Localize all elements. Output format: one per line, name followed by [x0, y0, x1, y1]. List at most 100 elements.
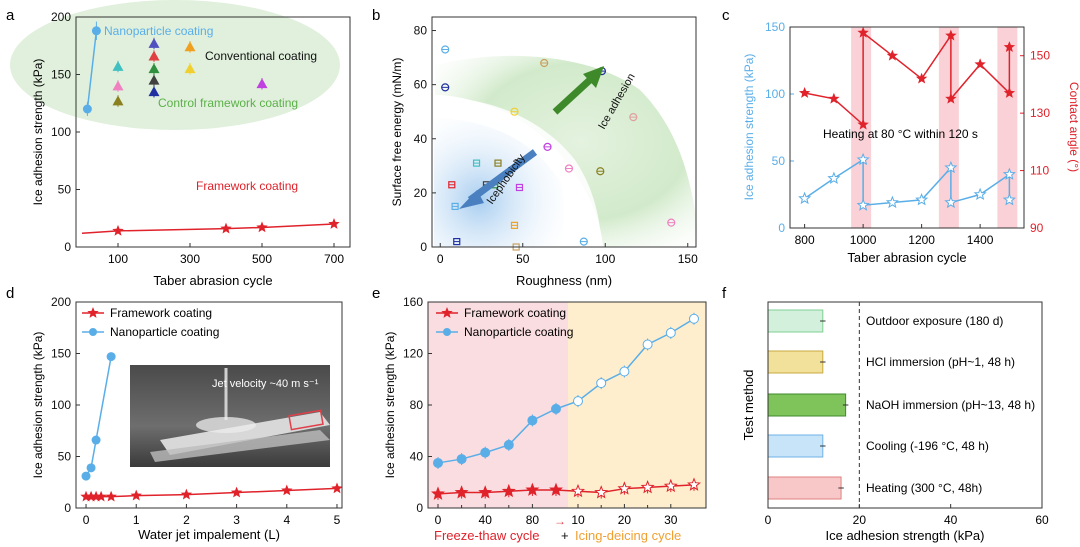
- framework-point: [454, 485, 469, 499]
- bar: [767, 393, 847, 417]
- conventional-coating-point: [256, 78, 268, 89]
- panel-b-xtick-label: 100: [595, 252, 615, 266]
- framework-point: [230, 486, 243, 498]
- framework-point: [85, 490, 97, 502]
- panel-e-ytick-label: 0: [416, 501, 423, 515]
- framework-point: [220, 222, 232, 234]
- framework-point: [331, 482, 343, 494]
- framework-point: [687, 477, 701, 491]
- bar-category-label: HCl immersion (pH~1, 48 h): [866, 355, 1015, 369]
- framework-point: [549, 482, 563, 496]
- framework-point: [281, 484, 293, 496]
- contact-angle-point: [798, 87, 811, 98]
- nanoparticle-point: [551, 403, 561, 414]
- panel-a-ytick-label: 0: [64, 240, 71, 254]
- panel-f-xtick-label: 20: [853, 513, 867, 527]
- framework-point: [130, 489, 142, 501]
- panel-f-xtick-label: 0: [765, 513, 772, 527]
- framework-point: [571, 483, 585, 498]
- ice-adhesion-arrow: [552, 66, 604, 115]
- panel-d-xtick-label: 0: [83, 513, 90, 527]
- framework-point: [663, 478, 678, 493]
- panel-d-legend: Framework coating Nanoparticle coating: [82, 306, 219, 339]
- panel-d-ytick-label: 100: [51, 398, 71, 412]
- panel-e-xtick-label: 80: [526, 513, 540, 527]
- nanoparticle-point: [619, 366, 630, 377]
- panel-a-conventional-label: Conventional coating: [205, 49, 317, 63]
- panel-e-xtick-label: 20: [618, 513, 632, 527]
- bar-category-label: NaOH immersion (pH~13, 48 h): [866, 398, 1035, 412]
- ice-adhesion-point: [944, 160, 958, 174]
- panel-b-xtick-label: 150: [678, 252, 698, 266]
- nanoparticle-point: [596, 378, 607, 389]
- nanoparticle-point: [689, 313, 699, 324]
- panel-e-xlabel-right: Icing-deicing cycle: [575, 528, 681, 543]
- panel-a-nano-label: Nanoparticle coating: [104, 24, 213, 38]
- ice-adhesion-point: [1002, 167, 1016, 180]
- ice-adhesion-point: [798, 191, 812, 205]
- nanoparticle-point: [91, 435, 101, 445]
- contact-angle-point: [886, 49, 899, 61]
- panel-a-control-label: Control framework coating: [158, 96, 298, 110]
- panel-f-xtick-label: 40: [944, 513, 958, 527]
- panel-e-frame: [427, 301, 707, 509]
- panel-e-legend: Framework coating Nanoparticle coating: [436, 306, 573, 339]
- panel-c-ylabel: Ice adhesion strength (kPa): [742, 54, 756, 201]
- panel-a-ytick-label: 100: [51, 125, 71, 139]
- panel-c-ytick-label: 50: [772, 154, 786, 168]
- icephobicity-arrow: [459, 149, 538, 209]
- nanoparticle-point: [665, 327, 676, 338]
- ice-adhesion-point: [856, 198, 870, 211]
- ice-adhesion-point: [827, 171, 841, 185]
- panel-b-ytick-label: 80: [414, 24, 428, 38]
- panel-d-xtick-label: 2: [183, 513, 190, 527]
- jet-velocity-label: Jet velocity ~40 m s⁻¹: [212, 378, 319, 390]
- panel-b-xlabel: Roughness (nm): [516, 273, 612, 288]
- framework-line: [86, 487, 338, 498]
- conventional-coating-point: [112, 95, 124, 106]
- contact-angle-point: [1003, 87, 1016, 98]
- panel-b-ytick-label: 20: [414, 186, 428, 200]
- panel-c-xtick-label: 800: [795, 233, 815, 247]
- panel-d-xlabel: Water jet impalement (L): [138, 527, 280, 542]
- panel-b-ytick-label: 0: [420, 240, 427, 254]
- water-jet-photo: Jet velocity ~40 m s⁻¹: [130, 365, 330, 467]
- contact-angle-point: [945, 92, 957, 104]
- contact-angle-point: [974, 58, 986, 70]
- bar-category-label: Outdoor exposure (180 d): [866, 314, 1003, 328]
- panel-c-right-ytick-label: 90: [1030, 221, 1044, 235]
- conventional-coating-point: [184, 63, 196, 74]
- panel-e-ytick-label: 120: [403, 347, 423, 361]
- ice-adhesion-point: [885, 195, 899, 209]
- panel-c-right-ytick-label: 130: [1030, 106, 1050, 120]
- framework-point: [501, 483, 516, 498]
- panel-b-ytick-label: 60: [414, 78, 428, 92]
- panel-c-frame: [789, 26, 1025, 229]
- panel-b-xtick-label: 0: [437, 252, 444, 266]
- conventional-coating-point: [112, 80, 124, 91]
- panel-a-ytick-label: 150: [51, 68, 71, 82]
- framework-point: [256, 221, 268, 233]
- nanoparticle-point: [527, 415, 538, 426]
- panel-c-ytick-label: 150: [765, 20, 785, 34]
- panel-e-xtick-label: 0: [435, 513, 442, 527]
- legend-star-icon: [441, 307, 453, 318]
- legend-nano-e: Nanoparticle coating: [464, 325, 573, 339]
- framework-point: [478, 485, 493, 499]
- panel-f-xtick-label: 60: [1035, 513, 1049, 527]
- panel-c-xlabel: Taber abrasion cycle: [847, 250, 966, 265]
- panel-c-chart: 800 1000 1200 1400 0 50 100 150 90 110 130 150 Heat…: [742, 20, 1080, 265]
- panel-e-chart: 0 40 80 120 160 0 40 80 10 20 30 Framework coating…: [383, 295, 707, 543]
- nanoparticle-line: [85, 356, 112, 477]
- legend-framework-e: Framework coating: [464, 306, 566, 320]
- panel-d-xtick-label: 5: [334, 513, 341, 527]
- contact-angle-point: [915, 72, 928, 84]
- panel-e-ytick-label: 40: [410, 450, 424, 464]
- panel-d-xtick-label: 1: [133, 513, 140, 527]
- panel-d-ytick-label: 200: [51, 295, 71, 309]
- legend-star-icon: [87, 307, 99, 318]
- panel-d-ytick-label: 150: [51, 347, 71, 361]
- contact-angle-point: [828, 92, 840, 104]
- nanoparticle-point: [642, 339, 653, 350]
- nanoparticle-point: [82, 104, 92, 114]
